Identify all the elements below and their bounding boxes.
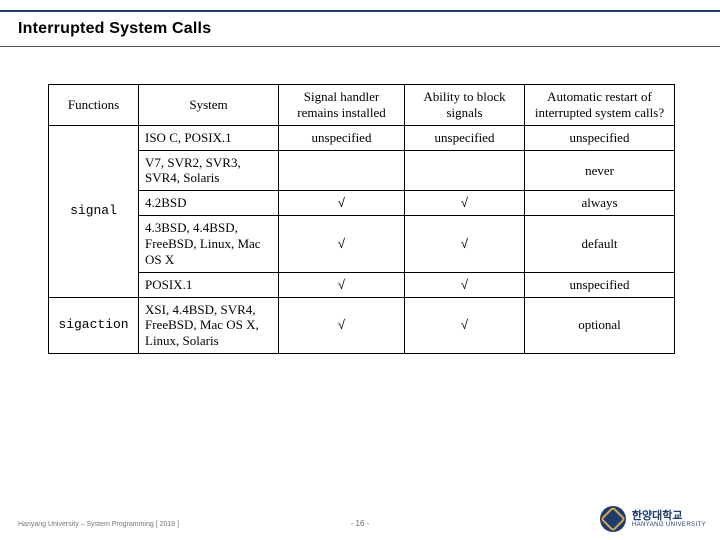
- sys-cell: 4.2BSD: [139, 191, 279, 216]
- cell: unspecified: [405, 125, 525, 150]
- page-title: Interrupted System Calls: [18, 20, 211, 38]
- cell: [405, 150, 525, 191]
- cell: always: [525, 191, 675, 216]
- col-block-signals: Ability to block signals: [405, 85, 525, 126]
- cell: default: [525, 216, 675, 273]
- table-row: POSIX.1 √ √ unspecified: [49, 272, 675, 297]
- table-body: signal ISO C, POSIX.1 unspecified unspec…: [49, 125, 675, 353]
- page-number: - 16 -: [351, 519, 370, 528]
- sys-cell: 4.3BSD, 4.4BSD, FreeBSD, Linux, Mac OS X: [139, 216, 279, 273]
- syscall-table: Functions System Signal handler remains …: [48, 84, 675, 354]
- cell: √: [279, 272, 405, 297]
- logo-emblem-icon: [600, 506, 626, 532]
- cell: √: [405, 297, 525, 354]
- table-header-row: Functions System Signal handler remains …: [49, 85, 675, 126]
- col-functions: Functions: [49, 85, 139, 126]
- sys-cell: ISO C, POSIX.1: [139, 125, 279, 150]
- top-rule: [0, 10, 720, 12]
- table-row: V7, SVR2, SVR3, SVR4, Solaris never: [49, 150, 675, 191]
- title-underline: [0, 46, 720, 47]
- sys-cell: POSIX.1: [139, 272, 279, 297]
- cell: unspecified: [525, 125, 675, 150]
- cell: √: [405, 191, 525, 216]
- col-auto-restart: Automatic restart of interrupted system …: [525, 85, 675, 126]
- table-row: sigaction XSI, 4.4BSD, SVR4, FreeBSD, Ma…: [49, 297, 675, 354]
- table-row: 4.2BSD √ √ always: [49, 191, 675, 216]
- col-handler-installed: Signal handler remains installed: [279, 85, 405, 126]
- logo-emblem-inner-icon: [600, 506, 625, 531]
- sys-cell: XSI, 4.4BSD, SVR4, FreeBSD, Mac OS X, Li…: [139, 297, 279, 354]
- cell: never: [525, 150, 675, 191]
- cell: unspecified: [525, 272, 675, 297]
- university-logo: 한양대학교 HANYANG UNIVERSITY: [600, 506, 706, 532]
- cell: √: [405, 216, 525, 273]
- fn-cell-signal: signal: [49, 125, 139, 297]
- table-row: 4.3BSD, 4.4BSD, FreeBSD, Linux, Mac OS X…: [49, 216, 675, 273]
- table-container: Functions System Signal handler remains …: [48, 84, 674, 354]
- cell: optional: [525, 297, 675, 354]
- col-system: System: [139, 85, 279, 126]
- table-row: signal ISO C, POSIX.1 unspecified unspec…: [49, 125, 675, 150]
- cell: √: [405, 272, 525, 297]
- fn-cell-sigaction: sigaction: [49, 297, 139, 354]
- cell: √: [279, 216, 405, 273]
- cell: √: [279, 191, 405, 216]
- sys-cell: V7, SVR2, SVR3, SVR4, Solaris: [139, 150, 279, 191]
- cell: [279, 150, 405, 191]
- cell: √: [279, 297, 405, 354]
- footer-source: Hanyang University – System Programming …: [18, 521, 179, 528]
- cell: unspecified: [279, 125, 405, 150]
- logo-korean: 한양대학교: [632, 511, 706, 522]
- logo-english: HANYANG UNIVERSITY: [632, 522, 706, 528]
- logo-text: 한양대학교 HANYANG UNIVERSITY: [632, 511, 706, 528]
